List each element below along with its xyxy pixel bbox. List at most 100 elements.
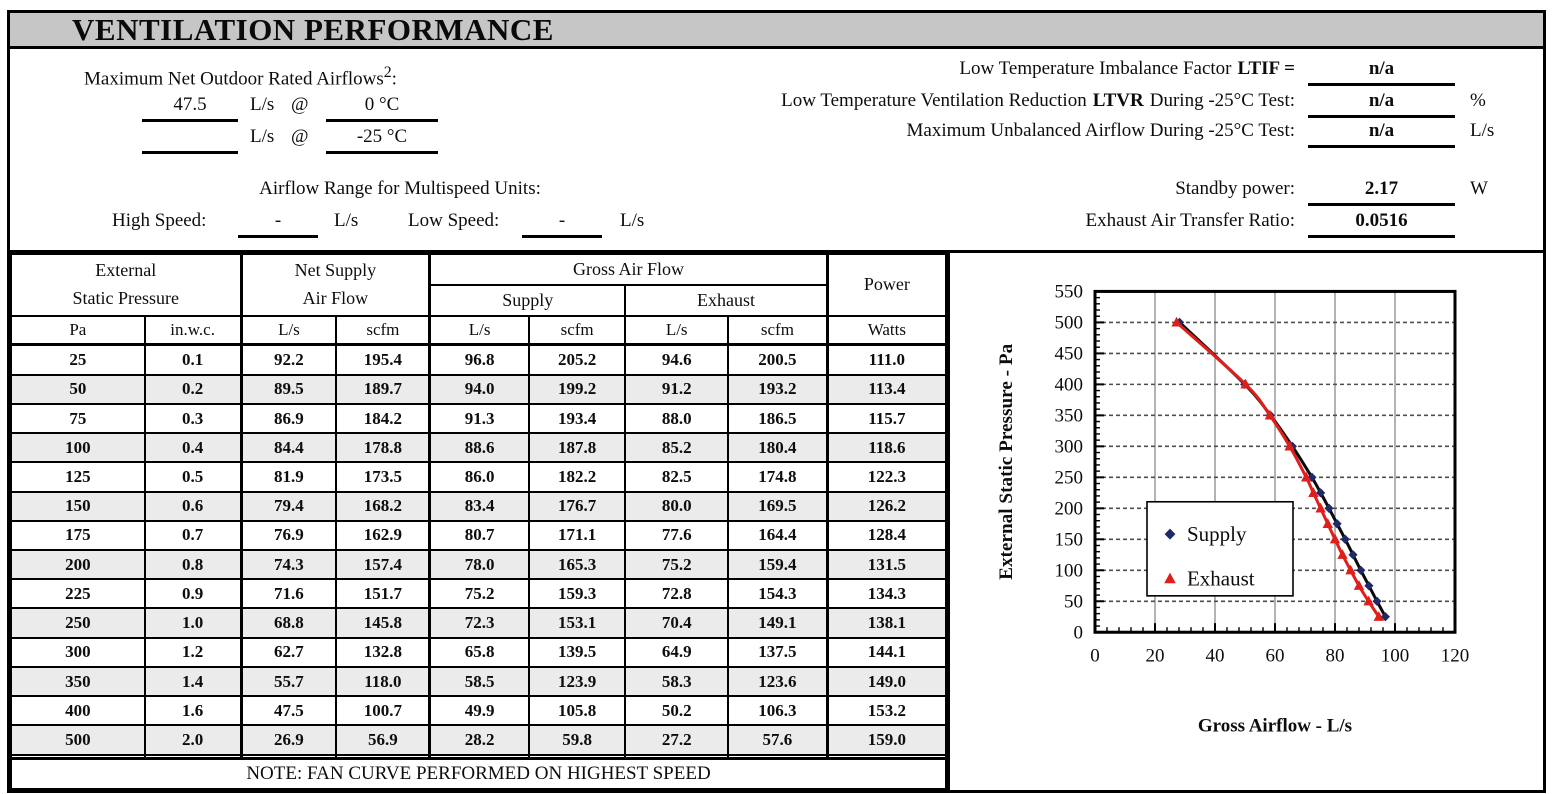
table-cell: 1.2 (143, 636, 243, 668)
table-cell: 75.2 (624, 549, 730, 581)
y-tick-label: 550 (1055, 281, 1083, 302)
table-cell: 113.4 (825, 373, 947, 405)
table-cell: 55.7 (239, 665, 338, 698)
table-cell: 250 (10, 607, 146, 639)
exhaust-marker (1345, 564, 1356, 575)
max-airflows-label: Maximum Net Outdoor Rated Airflows2: (84, 61, 397, 91)
table-cell: 68.8 (239, 607, 338, 639)
table-cell: 128.4 (825, 519, 947, 552)
low-speed-label: Low Speed: (408, 210, 500, 231)
table-cell: 187.8 (527, 432, 627, 464)
table-row: 125 0.5 81.9 173.5 86.0 182.2 82.5 174.8 122.3 (10, 461, 947, 493)
table-cell: 58.3 (624, 665, 730, 698)
exhaust-marker (1329, 533, 1341, 544)
table-cell: 100.7 (335, 695, 431, 727)
table-cell: 0.2 (143, 373, 243, 405)
x-axis-title: Gross Airflow - L/s (1198, 715, 1352, 736)
table-cell: 92.2 (239, 343, 338, 376)
table-cell: 0.1 (143, 343, 243, 376)
table-cell (335, 753, 431, 760)
table-cell: 132.8 (335, 636, 431, 668)
airflow-0c-temp-field: 0 °C (326, 93, 438, 122)
exhaust-marker (1373, 611, 1384, 621)
unit-cell: Watts (825, 315, 947, 347)
table-cell: 164.4 (727, 519, 829, 552)
exhaust-marker (1322, 518, 1333, 528)
table-cell: 169.5 (727, 490, 829, 522)
ltif-label: Low Temperature Imbalance Factor LTIF = (959, 57, 1295, 81)
table-row: 100 0.4 84.4 178.8 88.6 187.8 85.2 180.4 118.6 (10, 432, 947, 464)
airflow-m25c-unit: L/s (250, 126, 275, 147)
table-row: 350 1.4 55.7 118.0 58.5 123.9 58.3 123.6 149.0 (10, 665, 947, 698)
airflow-m25c-temp-field: -25 °C (326, 125, 438, 154)
table-cell: 173.5 (335, 461, 431, 493)
table-cell: 162.9 (335, 519, 431, 552)
exhaust-marker (1308, 487, 1319, 497)
table-row: 500 2.0 26.9 56.9 28.2 59.8 27.2 57.6 159.0 (10, 724, 947, 756)
table-cell: 0.4 (143, 432, 243, 464)
standby-power-value-field: 2.17 (1308, 177, 1455, 206)
units-row: Pa in.w.c. L/s scfm L/s scfm L/s scfm Wa… (10, 315, 947, 347)
table-cell: 138.1 (825, 607, 947, 639)
legend-marker-exhaust (1164, 572, 1176, 584)
header-net-line2: Air Flow (302, 288, 369, 308)
x-tick-label: 20 (1146, 645, 1165, 666)
table-cell: 72.3 (428, 607, 530, 639)
table-cell: 159.0 (825, 724, 947, 756)
table-cell: 50.2 (624, 695, 730, 727)
table-cell (239, 753, 338, 760)
table-cell: 62.7 (239, 636, 338, 668)
table-cell: 165.3 (527, 549, 627, 581)
table-row: 175 0.7 76.9 162.9 80.7 171.1 77.6 164.4 128.4 (10, 519, 947, 552)
legend-marker-supply (1164, 528, 1176, 540)
table-cell: 137.5 (727, 636, 829, 668)
table-cell: 0.9 (143, 578, 243, 610)
table-cell: 150 (10, 490, 146, 522)
header-net-line1: Net Supply (294, 260, 377, 281)
table-cell: 2.0 (143, 724, 243, 756)
table-cell: 180.4 (727, 432, 829, 464)
table-row: 25 0.1 92.2 195.4 96.8 205.2 94.6 200.5 111.0 (10, 343, 947, 376)
table-cell: 200 (10, 549, 146, 581)
table-cell: 125 (10, 461, 146, 493)
low-speed-field: - (522, 209, 602, 238)
header-gross-exhaust: Exhaust (624, 284, 829, 317)
table-cell: 105.8 (527, 695, 627, 727)
table-cell (10, 753, 146, 760)
eatr-value-field: 0.0516 (1308, 209, 1455, 238)
header-power: Power (825, 253, 947, 317)
table-cell: 100 (10, 432, 146, 464)
unit-cell: scfm (727, 315, 829, 347)
table-cell: 189.7 (335, 373, 431, 405)
header-esp: External Static Pressure (10, 253, 242, 317)
table-cell: 94.0 (428, 373, 530, 405)
table-cell: 64.9 (624, 636, 730, 668)
y-tick-label: 350 (1055, 405, 1083, 426)
table-cell: 122.3 (825, 461, 947, 493)
table-cell: 0.8 (143, 549, 243, 581)
ltvr-value-field: n/a (1308, 89, 1455, 118)
table-cell: 144.1 (825, 636, 947, 668)
ltvr-label-bold: LTVR (1092, 90, 1144, 111)
y-tick-label: 450 (1055, 343, 1083, 364)
legend-label-supply: Supply (1187, 522, 1247, 546)
table-cell: 1.0 (143, 607, 243, 639)
bottom-section: External Static Pressure Net Supply Air Fl… (10, 250, 1543, 790)
supply-marker (1340, 534, 1350, 544)
table-cell: 0.5 (143, 461, 243, 493)
table-cell: 82.5 (624, 461, 730, 493)
table-cell: 171.1 (527, 519, 627, 552)
table-cell: 88.0 (624, 402, 730, 435)
table-cell: 193.4 (527, 402, 627, 435)
low-speed-unit: L/s (620, 210, 645, 231)
table-cell: 134.3 (825, 578, 947, 610)
unit-cell: scfm (335, 315, 431, 347)
table-row: 50 0.2 89.5 189.7 94.0 199.2 91.2 193.2 113.4 (10, 373, 947, 405)
table-cell: 91.2 (624, 373, 730, 405)
exhaust-marker (1337, 549, 1348, 559)
airflow-0c-at-sign: @ (291, 94, 309, 115)
table-cell: 178.8 (335, 432, 431, 464)
table-cell: 28.2 (428, 724, 530, 756)
ltvr-label-pre: Low Temperature Ventilation Reduction (781, 90, 1087, 111)
y-tick-label: 400 (1055, 374, 1083, 395)
